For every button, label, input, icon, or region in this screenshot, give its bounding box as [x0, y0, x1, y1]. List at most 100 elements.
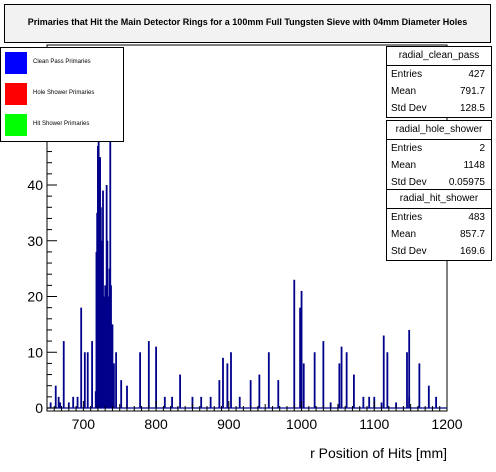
histogram-bar — [57, 396, 60, 408]
histogram-bar — [226, 363, 229, 408]
histogram-bar — [106, 240, 109, 408]
histogram-bar — [408, 396, 411, 408]
stats-entries-row: Entries 2 — [387, 140, 491, 157]
legend: Clean Pass Primaries Hole Shower Primari… — [0, 47, 124, 142]
histogram-bar — [155, 346, 157, 408]
histogram-bar — [83, 352, 86, 408]
histogram-bar — [147, 341, 150, 408]
histogram-bar — [80, 307, 83, 408]
y-tick-label: 40 — [27, 177, 43, 193]
histogram-bar — [171, 396, 173, 408]
histogram-bar — [62, 341, 65, 408]
stats-key: Std Dev — [391, 177, 427, 188]
histogram-bar — [277, 380, 280, 409]
x-tick-label: 1000 — [286, 416, 317, 432]
stats-mean-row: Mean 791.7 — [387, 83, 491, 100]
y-tick-label: 20 — [27, 289, 43, 305]
stats-key: Entries — [391, 69, 423, 80]
histogram-bar — [238, 396, 241, 408]
legend-entry-hit-shower: Hit Shower Primaries — [5, 114, 123, 138]
x-axis-label: r Position of Hits [mm] — [310, 445, 447, 461]
histogram-bar — [222, 357, 224, 408]
legend-entry-hole-shower: Hole Shower Primaries — [5, 83, 123, 107]
stats-key: Mean — [391, 160, 417, 171]
histogram-bar — [191, 396, 194, 408]
stats-key: Entries — [391, 143, 423, 154]
histogram-bar — [340, 346, 343, 408]
x-tick-label: 900 — [217, 416, 241, 432]
histogram-bar — [249, 380, 252, 409]
histogram-bar — [200, 396, 203, 408]
legend-label: Hole Shower Primaries — [33, 90, 95, 96]
histogram-bar — [338, 363, 341, 408]
histogram-bar — [67, 402, 70, 408]
stats-value: 2 — [479, 143, 485, 154]
stats-key: Std Dev — [391, 246, 427, 257]
legend-label: Clean Pass Primaries — [33, 59, 91, 65]
histogram-bar — [59, 402, 61, 408]
histogram-bar — [218, 380, 221, 409]
histogram-bar — [258, 374, 261, 408]
stats-value: 791.7 — [459, 86, 485, 97]
histogram-bar — [313, 352, 316, 408]
histogram-bar — [353, 374, 355, 408]
histogram-bar — [302, 363, 305, 408]
histogram-bar — [72, 396, 75, 408]
stats-key: Std Dev — [391, 103, 427, 114]
legend-entry-clean-pass: Clean Pass Primaries — [5, 52, 123, 76]
histogram-bar — [299, 307, 301, 408]
legend-swatch-blue — [5, 52, 27, 74]
stats-title: radial_hit_shower — [387, 190, 491, 209]
stats-std-row: Std Dev 169.6 — [387, 243, 491, 260]
histogram-bar — [267, 352, 270, 408]
histogram-bar — [209, 396, 212, 408]
legend-swatch-green — [5, 114, 27, 136]
chart-title: Primaries that Hit the Main Detector Rin… — [27, 17, 468, 27]
histogram-bar — [49, 402, 52, 408]
y-tick-label: 10 — [27, 344, 43, 360]
histogram-bar — [110, 285, 112, 408]
x-tick-label: 700 — [72, 416, 96, 432]
histogram-bar — [115, 352, 117, 408]
histogram-bar — [380, 402, 383, 408]
histogram-bar — [111, 324, 114, 409]
histogram-bar — [76, 396, 79, 408]
histogram-bar — [86, 352, 89, 408]
stats-title: radial_clean_pass — [387, 47, 491, 66]
histogram-bar — [408, 329, 411, 408]
stats-std-row: Std Dev 0.05975 — [387, 174, 491, 191]
histogram-bar — [406, 352, 408, 408]
stats-std-row: Std Dev 128.5 — [387, 100, 491, 117]
stats-box-hit-shower: radial_hit_shower Entries 483 Mean 857.7 S… — [386, 189, 492, 261]
stats-box-clean-pass: radial_clean_pass Entries 427 Mean 791.7 S… — [386, 46, 492, 118]
histogram-bar — [362, 396, 365, 408]
histogram-bar — [300, 290, 303, 408]
stats-key: Mean — [391, 86, 417, 97]
histogram-bar — [91, 341, 93, 408]
histogram-bar — [345, 352, 348, 408]
stats-key: Mean — [391, 229, 417, 240]
histogram-bar — [418, 363, 421, 408]
histogram-bar — [109, 129, 112, 408]
y-tick-label: 0 — [35, 400, 43, 416]
histogram-bar — [54, 385, 57, 408]
legend-swatch-red — [5, 83, 27, 105]
histogram-bar — [113, 363, 115, 408]
x-tick-label: 1200 — [431, 416, 462, 432]
x-tick-label: 800 — [144, 416, 168, 432]
histogram-bar — [126, 385, 128, 408]
stats-value: 169.6 — [459, 246, 485, 257]
stats-value: 1148 — [463, 160, 485, 171]
title-box: Primaries that Hit the Main Detector Rin… — [4, 4, 491, 43]
x-tick-label: 1100 — [359, 416, 389, 432]
histogram-bar — [179, 374, 181, 408]
y-tick-label: 30 — [27, 233, 43, 249]
stats-title: radial_hole_shower — [387, 121, 491, 140]
stats-value: 427 — [468, 69, 485, 80]
histogram-bar — [139, 352, 141, 408]
histogram-bar — [395, 402, 397, 408]
histogram-bar — [120, 380, 123, 409]
stats-entries-row: Entries 483 — [387, 209, 491, 226]
stats-value: 0.05975 — [448, 177, 485, 188]
histogram-bar — [163, 396, 166, 408]
